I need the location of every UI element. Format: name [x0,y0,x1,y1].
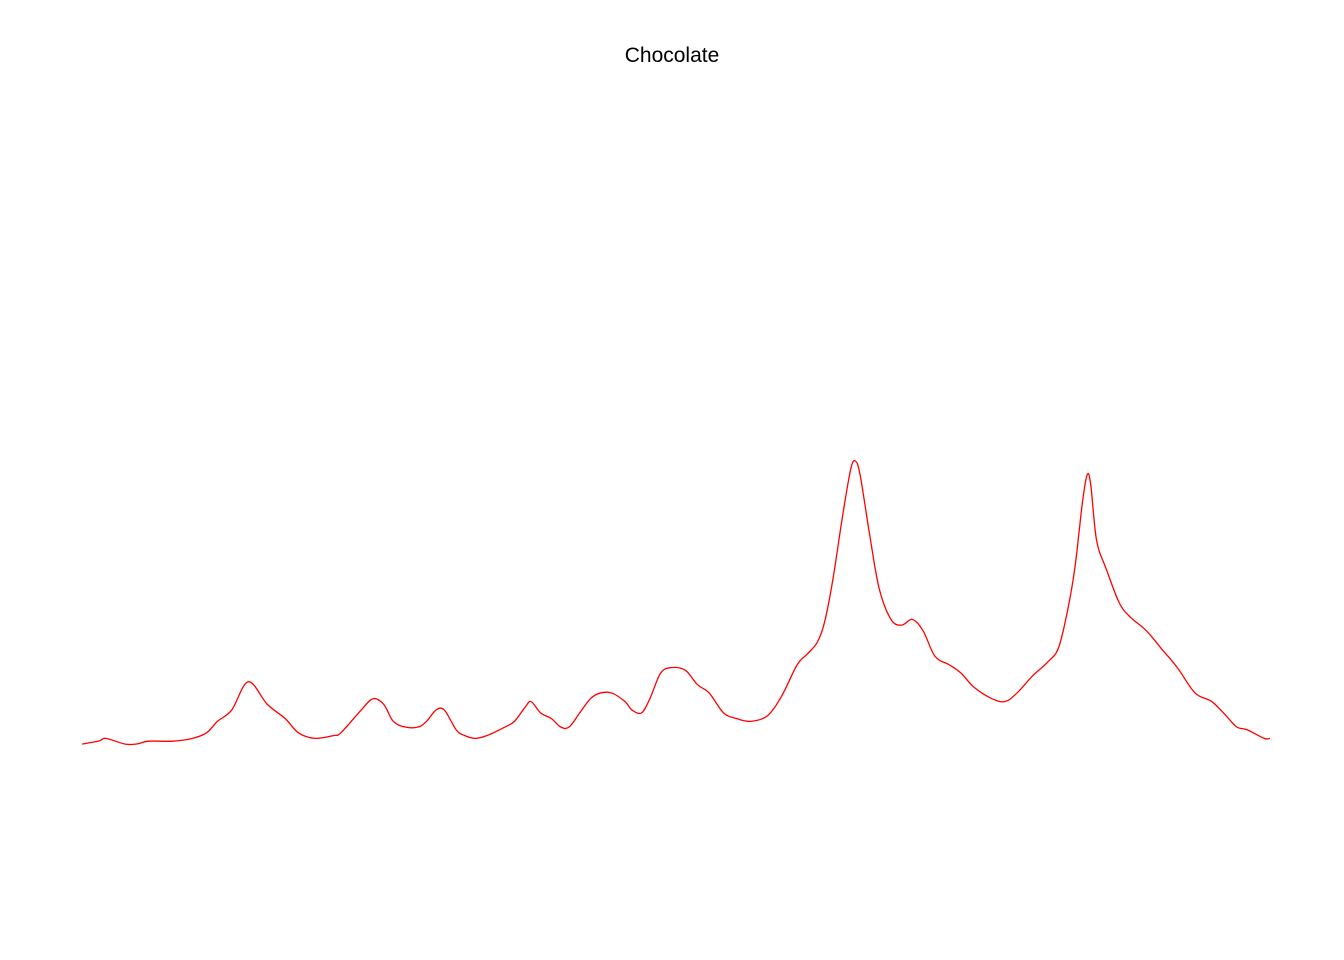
density-line-series-1 [81,459,1271,746]
chart-title: Chocolate [624,44,720,67]
plot-area [81,459,1271,746]
